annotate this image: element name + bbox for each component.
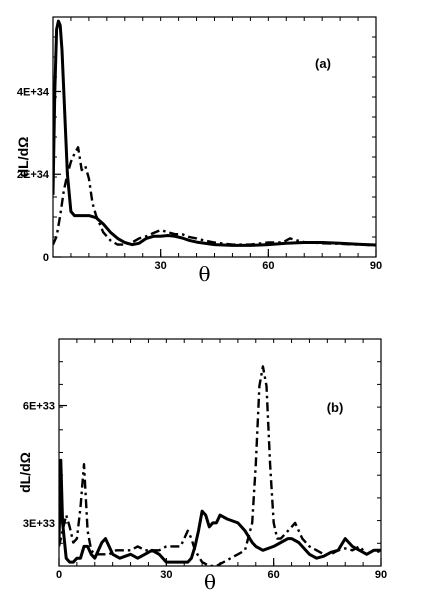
y-tick-label: 3E+33 <box>23 518 55 530</box>
panel-a: 30 60 90 0 2E+34 4E+34 dL/dΩ θ (a) <box>15 16 382 286</box>
y-tick-label: 2E+34 <box>17 169 50 181</box>
y-axis-title: dL/dΩ <box>17 452 33 493</box>
series-line-dash-dot <box>59 365 381 566</box>
x-tick-label: 90 <box>375 569 387 581</box>
x-tick-label: 30 <box>155 260 167 272</box>
x-tick-label: 0 <box>56 569 62 581</box>
y-tick-label: 4E+34 <box>17 86 50 98</box>
x-tick-label: 60 <box>268 569 280 581</box>
series-line-solid <box>59 458 381 564</box>
series-line-dash-dot <box>53 146 376 247</box>
y-tick-label: 6E+33 <box>23 401 55 413</box>
panel-label: (a) <box>315 56 331 71</box>
y-tick-label: 0 <box>43 252 49 264</box>
x-axis-title: θ <box>198 262 210 286</box>
series-line-solid <box>53 19 376 247</box>
x-tick-label: 30 <box>160 569 172 581</box>
plot-frame <box>58 338 382 567</box>
x-tick-label: 60 <box>262 260 274 272</box>
y-axis-title: dL/dΩ <box>15 137 31 178</box>
panel-b: 0 30 60 90 3E+33 6E+33 dL/dΩ θ (b) <box>17 338 387 594</box>
panel-label: (b) <box>327 400 344 415</box>
x-axis-title: θ <box>204 570 216 594</box>
x-tick-label: 90 <box>370 260 382 272</box>
minor-ticks <box>59 339 381 566</box>
